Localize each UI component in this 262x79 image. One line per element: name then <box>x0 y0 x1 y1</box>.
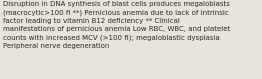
Text: Disruption in DNA synthesis of blast cells produces megaloblasts
(macrocytic>100: Disruption in DNA synthesis of blast cel… <box>3 1 231 49</box>
